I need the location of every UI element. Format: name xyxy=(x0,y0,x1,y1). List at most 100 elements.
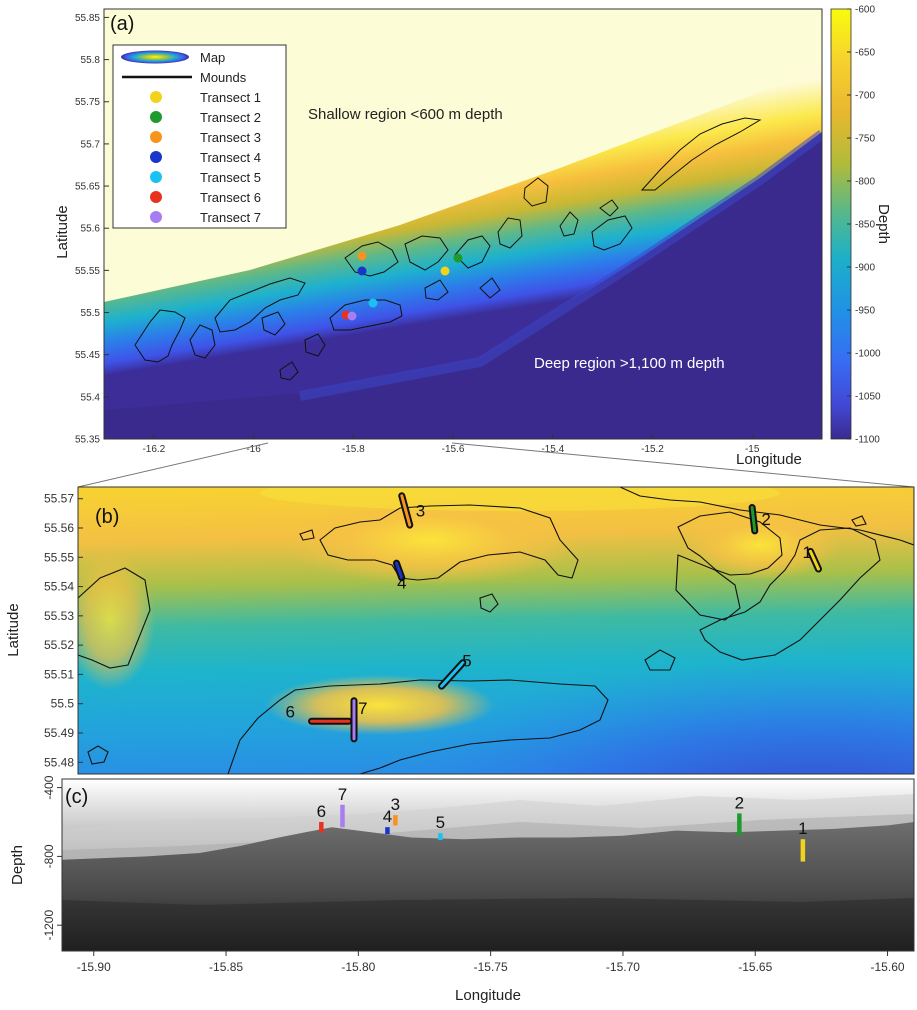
colorbar-tick-label: -750 xyxy=(855,134,875,145)
mound-outlines-b xyxy=(78,487,914,774)
a-y-tick-label: 55.75 xyxy=(75,97,100,108)
b-y-tick-label: 55.56 xyxy=(44,521,74,535)
c-y-tick-label: -400 xyxy=(42,775,56,799)
legend-transect-3-swatch xyxy=(150,131,162,143)
c-x-tick-label: -15.85 xyxy=(209,960,243,974)
a-y-tick-label: 55.8 xyxy=(81,55,101,66)
b-y-tick-label: 55.48 xyxy=(44,755,74,769)
panel-b: 1 2 3 4 5 6 7 (b) 55.48 55.49 55.5 55.51 55.52 55.5… xyxy=(5,486,915,775)
transect-3-dot xyxy=(357,251,367,261)
legend-transect-5-label: Transect 5 xyxy=(200,170,261,185)
c-x-tick-label: -15.90 xyxy=(77,960,111,974)
colorbar-label: Depth xyxy=(875,204,892,244)
c-x-tick-label: -15.75 xyxy=(474,960,508,974)
b-y-tick-label: 55.49 xyxy=(44,726,74,740)
legend-transect-7-swatch xyxy=(150,211,162,223)
panel-b-ylabel: Latitude xyxy=(5,603,22,656)
colorbar-tick-label: -600 xyxy=(855,5,875,16)
transect-1-label-c: 1 xyxy=(798,819,807,838)
transects-b: 1 2 3 4 5 6 7 xyxy=(286,492,822,743)
colorbar-tick-label: -1000 xyxy=(855,349,881,360)
colorbar-tick-label: -950 xyxy=(855,306,875,317)
colorbar-tick-label: -800 xyxy=(855,177,875,188)
transect-7-label-c: 7 xyxy=(338,785,347,804)
panel-a-label: (a) xyxy=(110,13,134,35)
c-x-tick-label: -15.70 xyxy=(606,960,640,974)
a-y-tick-label: 55.85 xyxy=(75,13,100,24)
b-y-tick-label: 55.52 xyxy=(44,638,74,652)
transect-2-dot xyxy=(453,253,463,263)
panel-b-y-ticks: 55.48 55.49 55.5 55.51 55.52 55.53 55.54 55.55 5… xyxy=(44,492,83,769)
colorbar: -600 -650 -700 -750 -800 -850 -900 -950 -1000 -10… xyxy=(830,5,892,446)
transect-3-line-b xyxy=(400,494,412,527)
c-y-tick-label: -1200 xyxy=(42,910,56,941)
transect-6-label-b: 6 xyxy=(286,702,295,721)
legend-transect-3-label: Transect 3 xyxy=(200,130,261,145)
colorbar-tick-label: -650 xyxy=(855,48,875,59)
transect-3-label-c: 3 xyxy=(391,795,400,814)
a-y-tick-label: 55.45 xyxy=(75,350,100,361)
colorbar-tick-label: -1050 xyxy=(855,392,881,403)
panel-a-x-ticks: -16.2 -16 -15.8 -15.6 -15.4 -15.2 -15 xyxy=(142,434,760,455)
transect-3-label-b: 3 xyxy=(416,501,425,520)
legend-transect-2-swatch xyxy=(150,111,162,123)
legend-transect-4-label: Transect 4 xyxy=(200,150,261,165)
legend-map-swatch xyxy=(121,50,189,64)
panel-a: Shallow region <600 m depth Deep region … xyxy=(54,5,892,469)
a-y-tick-label: 55.5 xyxy=(81,308,101,319)
a-x-tick-label: -15.2 xyxy=(641,444,664,455)
legend-transect-2-label: Transect 2 xyxy=(200,110,261,125)
transect-7-label-b: 7 xyxy=(358,699,367,718)
legend-transect-1-swatch xyxy=(150,91,162,103)
c-x-tick-label: -15.65 xyxy=(738,960,772,974)
a-x-tick-label: -15.4 xyxy=(541,444,564,455)
panel-c-profile: 1 2 34 5 67 xyxy=(62,779,914,951)
transect-4-label-b: 4 xyxy=(397,573,406,592)
panel-c-ylabel: Depth xyxy=(9,845,26,885)
legend-a: Map Mounds Transect 1 Transect 2 Transec… xyxy=(112,44,287,229)
legend-transect-7-label: Transect 7 xyxy=(200,210,261,225)
transect-5-label-c: 5 xyxy=(436,813,445,832)
shallow-region-annotation: Shallow region <600 m depth xyxy=(308,106,503,123)
transects-c: 1 2 34 5 67 xyxy=(317,785,808,862)
b-y-tick-label: 55.51 xyxy=(44,667,74,681)
panel-a-xlabel: Longitude xyxy=(736,451,802,468)
a-x-tick-label: -15.6 xyxy=(442,444,465,455)
panel-c-x-ticks: -15.90 -15.85 -15.80 -15.75 -15.70 -15.65 -15.… xyxy=(77,951,905,974)
legend-mounds-label: Mounds xyxy=(200,70,247,85)
a-y-tick-label: 55.35 xyxy=(75,435,100,446)
b-y-tick-label: 55.55 xyxy=(44,550,74,564)
panel-a-y-ticks: 55.35 55.4 55.45 55.5 55.55 55.6 55.65 55.7 55.7… xyxy=(75,13,109,446)
transect-1-line-b xyxy=(808,549,820,571)
transect-2-line-b xyxy=(750,506,757,533)
c-x-tick-label: -15.60 xyxy=(871,960,905,974)
legend-transect-1-label: Transect 1 xyxy=(200,90,261,105)
transect-6-label-c: 6 xyxy=(317,802,326,821)
a-x-tick-label: -16 xyxy=(246,444,261,455)
transect-4-dot xyxy=(357,266,367,276)
legend-transect-5-swatch xyxy=(150,171,162,183)
a-x-tick-label: -15 xyxy=(745,444,760,455)
transect-4-line-b xyxy=(394,561,404,580)
panel-a-ylabel: Latitude xyxy=(54,205,71,258)
zoom-line-left xyxy=(77,442,269,488)
legend-transect-4-swatch xyxy=(150,151,162,163)
transect-2-label-b: 2 xyxy=(761,510,770,529)
a-y-tick-label: 55.55 xyxy=(75,266,100,277)
legend-map-label: Map xyxy=(200,50,225,65)
transect-1-dot xyxy=(440,266,450,276)
panel-b-map: 1 2 3 4 5 6 7 xyxy=(78,487,914,774)
a-y-tick-label: 55.6 xyxy=(81,224,101,235)
transect-1-label-b: 1 xyxy=(802,543,811,562)
transect-dots-a xyxy=(341,251,463,321)
a-y-tick-label: 55.65 xyxy=(75,182,100,193)
panel-c-xlabel: Longitude xyxy=(455,987,521,1004)
colorbar-tick-label: -1100 xyxy=(855,435,880,446)
transect-2-label-c: 2 xyxy=(735,793,744,812)
a-y-tick-label: 55.4 xyxy=(81,392,101,403)
legend-transect-6-swatch xyxy=(150,191,162,203)
a-x-tick-label: -16.2 xyxy=(142,444,165,455)
transect-5-line-b xyxy=(440,661,465,688)
b-y-tick-label: 55.54 xyxy=(44,580,74,594)
